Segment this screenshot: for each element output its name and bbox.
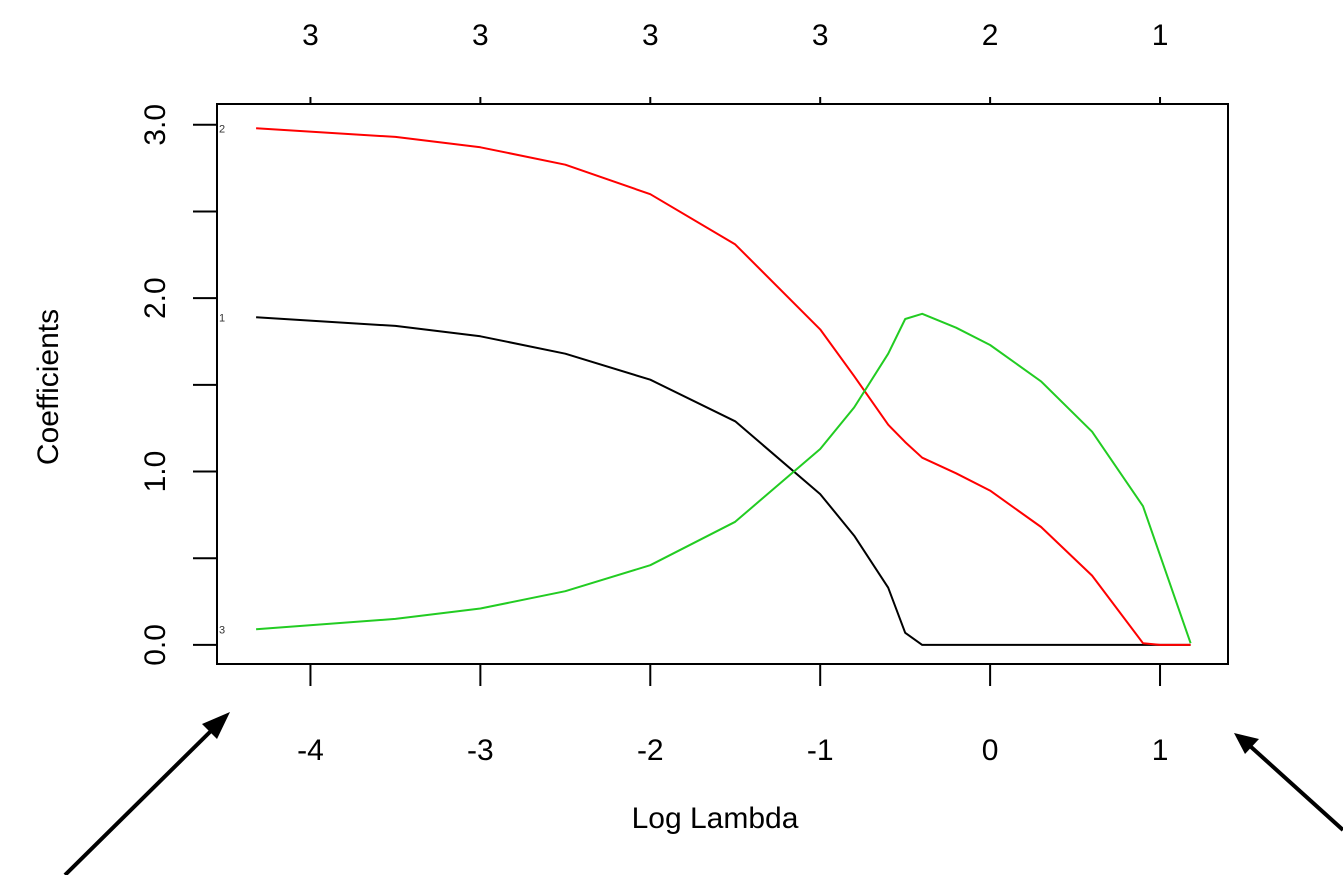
top-tick-label: 3 [302, 19, 319, 52]
y-axis-title: Coefficients [32, 309, 65, 465]
top-tick-label: 3 [642, 19, 659, 52]
y-tick-label: 0.0 [139, 624, 172, 666]
x-axis-title: Log Lambda [632, 802, 799, 835]
series-layer: 1 2 3 [219, 123, 1192, 646]
series-line-2 [256, 127, 1191, 646]
series-label-1: 1 [219, 312, 225, 324]
series-line-3 [256, 312, 1192, 644]
left-arrow-head [202, 712, 230, 739]
x-tick-label: -3 [467, 734, 494, 767]
plot-frame [216, 103, 1229, 665]
right-arrow-shaft [1248, 744, 1343, 832]
top-tick-label: 1 [1152, 19, 1169, 52]
y-axis: 0.0 1.0 2.0 3.0 [139, 104, 218, 666]
annotation-arrows [63, 712, 1343, 875]
top-tick-label: 2 [982, 19, 999, 52]
y-tick-label: 1.0 [139, 451, 172, 493]
x-tick-label: 1 [1152, 734, 1169, 767]
top-tick-label: 3 [472, 19, 489, 52]
right-arrow-head [1234, 733, 1259, 754]
y-tick-label: 3.0 [139, 104, 172, 146]
y-tick-label: 2.0 [139, 277, 172, 319]
x-tick-label: -1 [807, 734, 834, 767]
top-axis: 3 3 3 3 2 1 [302, 19, 1169, 105]
x-axis: -4 -3 -2 -1 0 1 [297, 663, 1169, 767]
x-tick-label: -4 [297, 734, 324, 767]
plot-area [216, 103, 1229, 665]
left-arrow-shaft [63, 723, 219, 875]
series-label-3: 3 [219, 624, 225, 636]
x-tick-label: 0 [982, 734, 999, 767]
x-tick-label: -2 [637, 734, 664, 767]
series-line-1 [256, 316, 1191, 646]
series-label-2: 2 [219, 123, 225, 135]
top-tick-label: 3 [812, 19, 829, 52]
